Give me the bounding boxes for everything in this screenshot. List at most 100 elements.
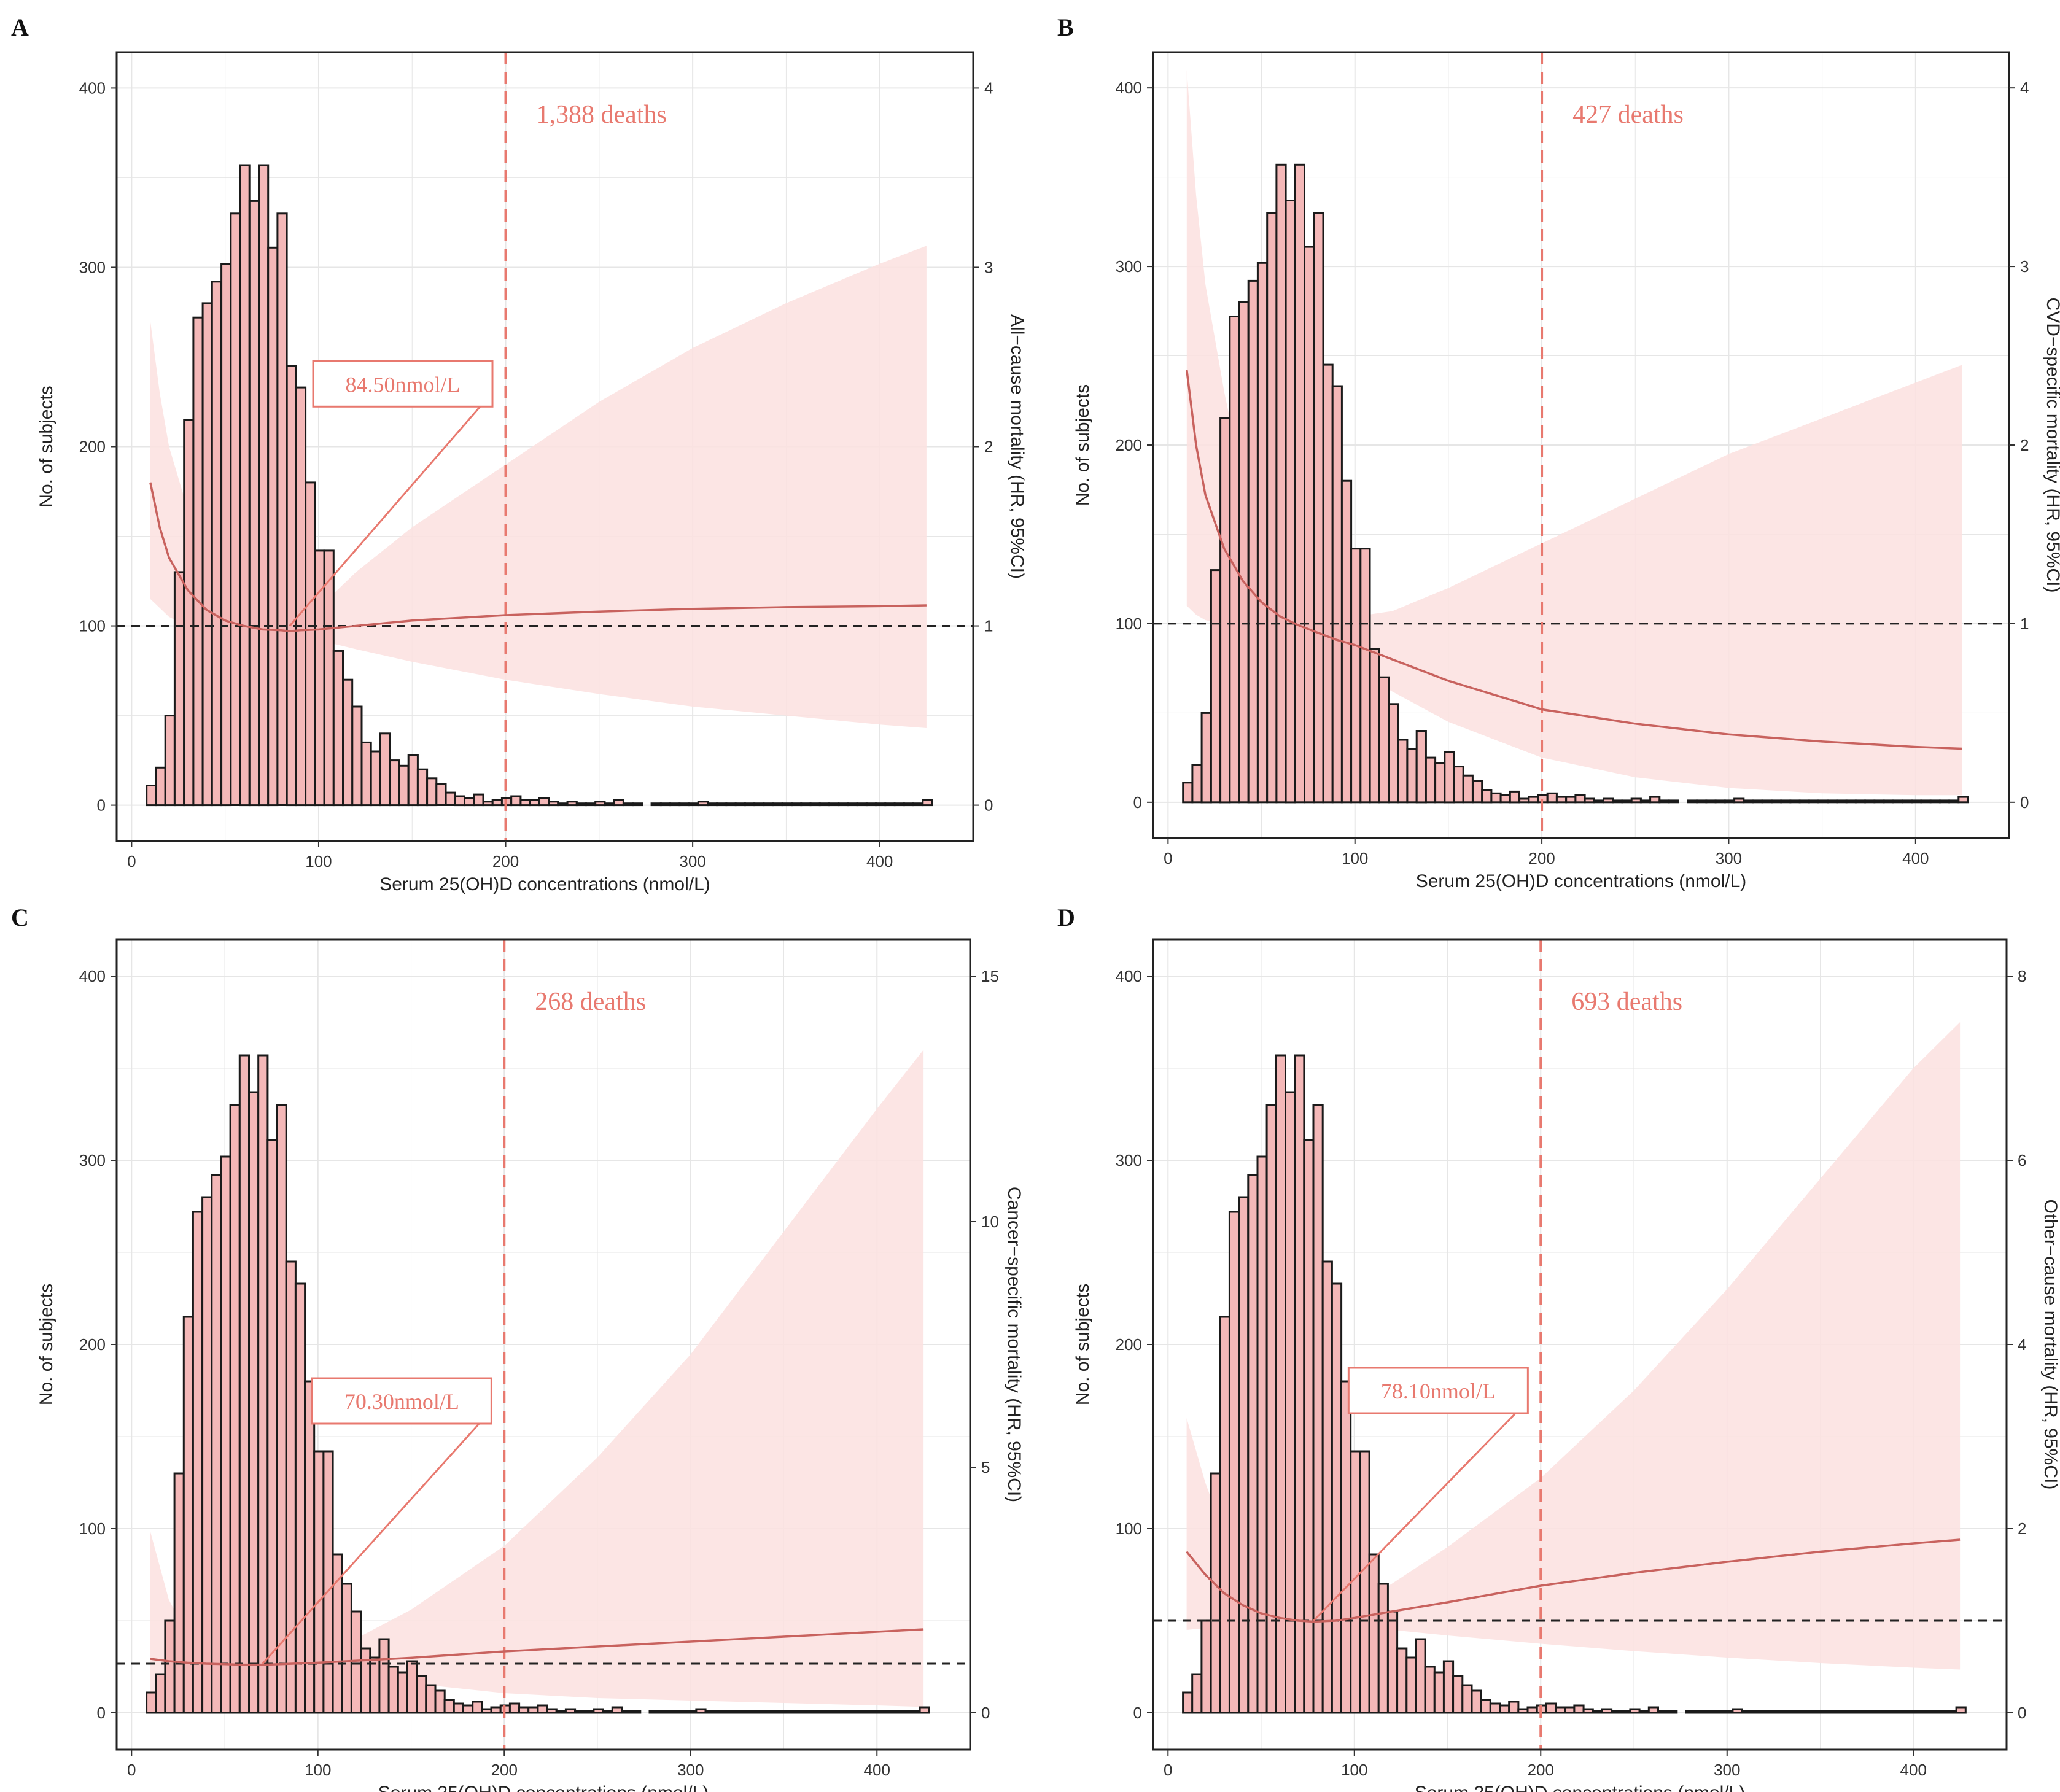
- y-tick-label: 300: [1116, 1151, 1142, 1169]
- y-axis-title: No. of subjects: [36, 386, 56, 507]
- histogram-bar: [211, 1174, 222, 1714]
- histogram-bar: [1806, 1710, 1818, 1714]
- histogram-bar: [594, 801, 606, 807]
- y-tick-label: 100: [1116, 1519, 1142, 1538]
- histogram-bar: [1275, 1054, 1287, 1714]
- histogram-bar: [473, 793, 484, 807]
- histogram-bar: [585, 802, 597, 807]
- histogram-bar: [1815, 1710, 1827, 1714]
- histogram-bar: [881, 1710, 893, 1714]
- histogram-bar: [276, 212, 288, 806]
- histogram-bar: [1350, 548, 1362, 804]
- histogram-bar: [425, 1684, 437, 1714]
- x-tick-label: 100: [1341, 1761, 1367, 1779]
- histogram-bar: [1275, 163, 1287, 804]
- histogram-bar: [1732, 1708, 1743, 1714]
- histogram-bar: [1304, 246, 1315, 804]
- callout-pointer: [1313, 1412, 1517, 1622]
- histogram-bar: [632, 802, 643, 807]
- histogram-bar: [1666, 1710, 1678, 1714]
- histogram-bar: [622, 802, 634, 807]
- histogram-bar: [1555, 796, 1568, 804]
- x-axis-title: Serum 25(OH)D concentrations (nmol/L): [379, 874, 710, 894]
- histogram-bar: [164, 715, 176, 807]
- confidence-ribbon: [1186, 1022, 1961, 1670]
- histogram-bar: [1620, 1710, 1631, 1714]
- histogram-bar: [809, 802, 821, 807]
- histogram-bar: [1750, 1710, 1762, 1714]
- confidence-ribbon: [150, 1050, 924, 1707]
- histogram-bar: [201, 302, 213, 807]
- histogram-bar: [1629, 1708, 1641, 1714]
- callout-label: 78.10nmol/L: [1381, 1379, 1496, 1403]
- histogram-bar: [686, 1710, 698, 1714]
- histogram-bar: [555, 1710, 567, 1714]
- histogram-bar: [1228, 1211, 1240, 1714]
- histogram-bar: [1873, 799, 1885, 804]
- deaths-label: 268 deaths: [535, 988, 646, 1016]
- histogram-bar: [323, 549, 335, 807]
- histogram-bar: [1955, 1706, 1967, 1714]
- histogram-bars: [1182, 163, 1969, 804]
- histogram-bar: [1927, 1710, 1939, 1714]
- y-tick-label: 300: [79, 258, 106, 276]
- histogram-bar: [406, 1660, 418, 1714]
- histogram-bar: [454, 795, 465, 807]
- histogram-bar: [1584, 797, 1595, 804]
- histogram-bar: [1191, 764, 1203, 804]
- histogram-bar: [1386, 1610, 1399, 1714]
- histogram-bar: [1657, 1710, 1669, 1714]
- histogram-bar: [1359, 1450, 1370, 1714]
- x-tick-label: 300: [679, 852, 705, 871]
- deaths-label: 693 deaths: [1571, 988, 1682, 1016]
- histogram-bar: [548, 801, 559, 807]
- y2-axis-title: CVD−specific mortality (HR, 95%CI): [2043, 298, 2060, 593]
- histogram-bar: [192, 1211, 204, 1714]
- histogram-bar: [1434, 762, 1446, 804]
- histogram-bar: [1247, 279, 1259, 804]
- histogram-bar: [1658, 799, 1670, 804]
- histogram-bar: [1752, 799, 1763, 804]
- histogram-bar: [294, 1282, 306, 1714]
- y2-tick-label: 10: [981, 1212, 999, 1231]
- histogram-bar: [1433, 1671, 1445, 1714]
- histogram-bar: [397, 1671, 408, 1714]
- histogram-bar: [378, 1638, 390, 1714]
- histogram-bar: [677, 1710, 688, 1714]
- histogram-bar: [332, 650, 344, 807]
- histogram-bar: [1266, 212, 1278, 804]
- histogram-bar: [360, 1647, 371, 1714]
- histogram-bar: [211, 281, 222, 807]
- deaths-label: 1,388 deaths: [537, 101, 667, 129]
- histogram-bar: [238, 1054, 250, 1714]
- x-tick-label: 400: [1902, 849, 1929, 867]
- y2-tick-label: 3: [2020, 257, 2029, 276]
- histogram-bar: [527, 1706, 539, 1714]
- histogram-bar: [713, 1710, 725, 1714]
- y-tick-label: 400: [79, 79, 106, 97]
- histogram-bar: [1630, 797, 1642, 804]
- y-axis-title: No. of subjects: [1073, 1284, 1093, 1405]
- histogram-bar: [1397, 739, 1409, 804]
- histogram-bar: [1612, 799, 1623, 804]
- y2-tick-label: 15: [981, 967, 999, 985]
- histogram-bar: [695, 1708, 707, 1714]
- histogram-bar: [462, 1704, 474, 1714]
- histogram-bar: [491, 799, 503, 807]
- histogram-bar: [723, 1710, 735, 1714]
- histogram-bar: [1852, 1710, 1864, 1714]
- histogram-bar: [1462, 774, 1474, 804]
- histogram-bar: [725, 802, 737, 807]
- y2-tick-label: 0: [2018, 1704, 2026, 1722]
- histogram-bar: [1461, 1684, 1473, 1714]
- histogram-bar: [229, 1104, 241, 1714]
- histogram-bar: [909, 1710, 921, 1714]
- histogram-bar: [1864, 799, 1876, 804]
- histogram-bar: [1621, 799, 1633, 804]
- histogram-bar: [146, 785, 157, 807]
- histogram-bar: [744, 802, 756, 807]
- histogram-bar: [407, 754, 419, 807]
- histogram-bar: [1388, 703, 1399, 804]
- histogram-bar: [1948, 799, 1960, 804]
